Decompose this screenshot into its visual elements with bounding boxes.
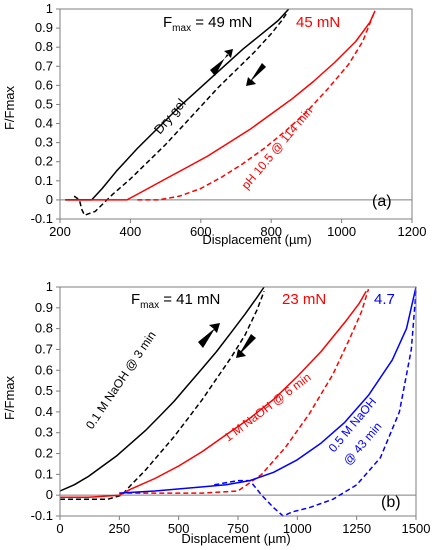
panel-a-y-tick-label: 1 <box>46 1 53 16</box>
panel-b-y-tick-label: 0.2 <box>35 446 53 461</box>
panel-b-loading-arrow-icon <box>198 323 220 348</box>
panel-a-y-tick-label: 0.8 <box>35 39 53 54</box>
panel-a-panel-label: (a) <box>372 193 392 210</box>
panel-b-series-line-5 <box>119 286 417 494</box>
panel-b-series <box>59 286 417 517</box>
panel-b-naoh-01-label: 0.1 M NaOH @ 3 min <box>83 329 159 432</box>
panel-b-naoh-1-label: 1 M NaOH @ 6 min <box>221 370 313 444</box>
panel-b-y-tick-label: 0.5 <box>35 383 53 398</box>
panel-a-y-tick-label: 0.7 <box>35 58 53 73</box>
panel-b-x-axis-label: Displacement (µm) <box>181 531 290 546</box>
panel-b: 0 250 500 750 1000 1250 1500 -0.100.10.20.30.4… <box>2 279 430 546</box>
panel-a-plot-frame <box>59 8 413 220</box>
panel-a-x-tick-label: 1000 <box>327 224 356 239</box>
panel-b-plot-frame <box>59 286 417 517</box>
panel-a-x-tick-label: 200 <box>49 224 71 239</box>
panel-b-y-tick-label: 1 <box>46 279 53 294</box>
panel-a-x-ticks: 200 400 600 800 1000 1200 <box>49 219 426 239</box>
panel-a-x-axis-label: Displacement (µm) <box>202 232 311 247</box>
panel-a-y-tick-label: 0.6 <box>35 77 53 92</box>
panel-a-y-tick-label: 0.4 <box>35 116 53 131</box>
panel-b-x-tick-label: 250 <box>108 521 130 536</box>
panel-b-x-tick-label: 0 <box>56 521 63 536</box>
panel-b-series-line-2 <box>60 290 265 501</box>
panel-a-unloading-arrow-icon <box>246 63 266 86</box>
panel-a-x-tick-label: 1200 <box>398 224 427 239</box>
panel-a-series-line-1 <box>65 8 290 201</box>
panel-b-fmax-label: Fmax = 41 mN <box>131 291 220 311</box>
panel-a-y-axis-label: F/Fmax <box>2 85 17 130</box>
panel-b-x-tick-label: 1500 <box>402 521 431 536</box>
panel-b-y-tick-label: 0.4 <box>35 404 53 419</box>
panel-a-y-tick-label: 0 <box>46 192 53 207</box>
panel-b-panel-label: (b) <box>381 494 401 511</box>
panel-b-x-tick-label: 500 <box>168 521 190 536</box>
panel-a-fmax-red-label: 45 mN <box>296 14 340 31</box>
panel-a-loading-arrow-icon <box>210 49 233 76</box>
panel-b-fmax-blue-label: 4.7 <box>374 291 395 308</box>
panel-b-unloading-arrow-icon <box>236 334 256 358</box>
panel-a-series-line-2 <box>73 12 288 216</box>
panel-a-y-tick-label: 0.1 <box>35 173 53 188</box>
panel-a-series <box>60 8 412 216</box>
panel-b-x-tick-label: 1250 <box>342 521 371 536</box>
panel-a-y-tick-label: 0.9 <box>35 20 53 35</box>
panel-a-y-tick-label: 0.2 <box>35 154 53 169</box>
panel-b-y-tick-label: -0.1 <box>31 508 53 523</box>
panel-b-y-tick-label: 0.9 <box>35 300 53 315</box>
panel-b-x-tick-label: 1000 <box>283 521 312 536</box>
panel-a-ph-label: pH 10.5 @ 114 min <box>239 104 316 192</box>
panel-b-y-tick-label: 0.3 <box>35 425 53 440</box>
panel-b-series-line-1 <box>59 286 265 492</box>
panel-b-y-ticks: -0.1 0 0.1 0.2 0.3 0.4 0.5 0.6 0.7 0.8 0.9 1 <box>31 279 60 523</box>
panel-a-x-tick-label: 400 <box>120 224 142 239</box>
panel-b-series-line-4 <box>119 288 370 494</box>
panel-a-fmax-label: Fmax = 49 mN <box>163 14 252 34</box>
panel-a-y-tick-label: -0.1 <box>31 211 53 226</box>
panel-b-y-tick-label: 0 <box>46 487 53 502</box>
panel-a: 200 400 600 800 1000 1200 -0.1 0 0.1 0.2 0.3 0.4 0.… <box>2 1 426 247</box>
panel-b-x-ticks: 0 250 500 750 1000 1250 1500 <box>56 516 430 536</box>
panel-a-y-tick-label: 0.3 <box>35 135 53 150</box>
panel-b-y-tick-label: 0.6 <box>35 362 53 377</box>
panel-b-y-tick-label: 0.8 <box>35 321 53 336</box>
panel-b-x-tick-label: 750 <box>227 521 249 536</box>
panel-a-series-line-4 <box>137 14 374 201</box>
panel-b-y-tick-label: 0.7 <box>35 341 53 356</box>
panel-b-fmax-red-label: 23 mN <box>282 291 326 308</box>
panel-a-y-tick-label: 0.5 <box>35 96 53 111</box>
panel-a-y-ticks: -0.1 0 0.1 0.2 0.3 0.4 0.5 0.6 0.7 0.8 0.9 1 <box>31 1 60 226</box>
panel-b-y-tick-label: 0.1 <box>35 466 53 481</box>
panel-a-x-tick-label: 600 <box>190 224 212 239</box>
panel-a-series-line-3 <box>65 10 376 201</box>
panel-a-x-tick-label: 800 <box>260 224 282 239</box>
panel-b-series-line-6 <box>214 291 417 517</box>
panel-a-dry-gel-label: Dry gel <box>151 96 189 137</box>
panel-b-y-axis-label: F/Fmax <box>2 375 17 420</box>
